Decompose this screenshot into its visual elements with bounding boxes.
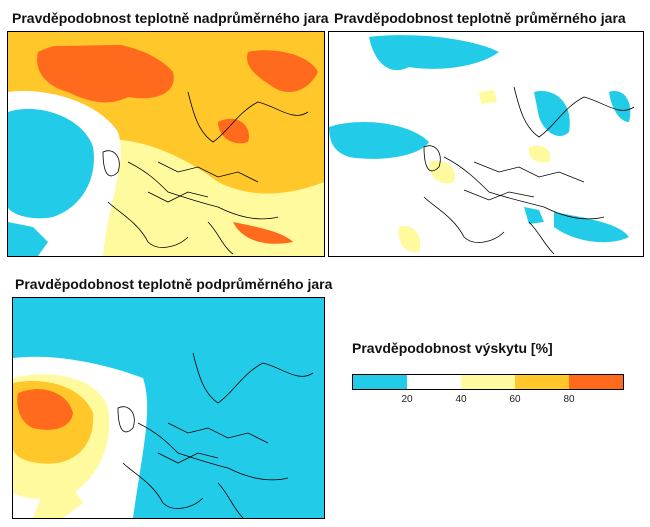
map-title-normal: Pravděpodobnost teplotně průměrného jara — [334, 10, 626, 26]
legend-tick-20: 20 — [401, 394, 413, 405]
legend-tick-80: 80 — [563, 394, 575, 405]
legend-swatch-80-100 — [569, 375, 623, 389]
legend-tick-40: 40 — [455, 394, 467, 405]
legend-swatch-40-60 — [461, 375, 515, 389]
legend-tick-60: 60 — [509, 394, 521, 405]
map-below-normal — [12, 297, 325, 519]
legend-swatch-20-40 — [407, 375, 461, 389]
map-title-below-normal: Pravděpodobnost teplotně podprůměrného j… — [15, 276, 333, 292]
map-above-normal — [7, 31, 325, 257]
legend-swatch-60-80 — [515, 375, 569, 389]
legend-swatch-0-20 — [353, 375, 407, 389]
legend-colorbar — [352, 374, 624, 390]
map-normal — [328, 31, 644, 257]
map-title-above-normal: Pravděpodobnost teplotně nadprůměrného j… — [12, 10, 329, 26]
legend-title: Pravděpodobnost výskytu [%] — [352, 340, 553, 356]
